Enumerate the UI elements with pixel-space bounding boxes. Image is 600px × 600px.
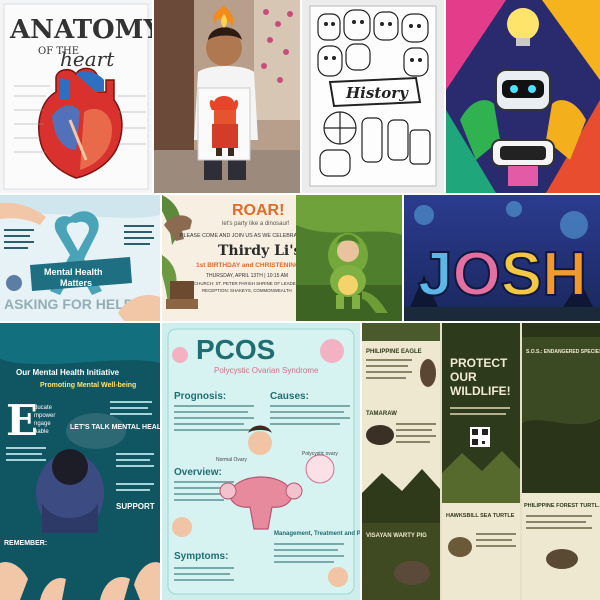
child-photo [154, 0, 300, 193]
mental-health-banner: Mental Health Matters ASKING FOR HELP IS… [0, 195, 160, 321]
tile-mental-health-initiative[interactable]: Our Mental Health Initiative Promoting M… [0, 323, 160, 600]
section-symptoms: Symptoms: [174, 551, 228, 562]
initiative-header: Our Mental Health Initiative [16, 368, 120, 377]
josh-letters: JOSH [418, 240, 587, 309]
josh-painting: JOSH JOSH [404, 195, 600, 321]
tile-anatomy-heart[interactable]: ANATOMY OF THE heart [0, 0, 152, 193]
child-name: Thirdy Li's [218, 243, 302, 259]
asking-help-text: ASKING FOR HELP IS OKAY! [4, 296, 160, 312]
tile-history-doodle[interactable]: History [302, 0, 444, 193]
ribbon-text-line2: Matters [60, 278, 92, 288]
label-polycystic-ovary: Polycystic ovary [302, 451, 338, 457]
panel3-title: S.O.S.: ENDANGERED SPECIES OF THE PHILIP… [526, 349, 600, 355]
tile-pcos-poster[interactable]: PCOS Polycystic Ovarian Syndrome Prognos… [162, 323, 360, 600]
panel1-subtitle: TAMARAW [366, 411, 397, 417]
invite-card: ROAR! let's party like a dinosaur! PLEAS… [162, 195, 402, 321]
please-line: PLEASE COME AND JOIN US AS WE CELEBRATE [180, 233, 304, 239]
history-doodle: History [302, 0, 444, 193]
tile-birthday-invite[interactable]: ROAR! let's party like a dinosaur! PLEAS… [162, 195, 402, 321]
tile-mental-health-banner[interactable]: Mental Health Matters ASKING FOR HELP IS… [0, 195, 160, 321]
roar-text: ROAR! [232, 202, 284, 219]
label-normal-ovary: Normal Ovary [216, 457, 247, 463]
e-word-3: ngage [34, 421, 51, 427]
date-line: THURSDAY, APRIL 13TH | 10:15 AM [206, 273, 288, 279]
e-word-1: ducate [34, 405, 53, 411]
panel1-bottom: VISAYAN WARTY PIG [366, 533, 427, 539]
title-anatomy: ANATOMY [9, 15, 152, 45]
ribbon-text-line1: Mental Health [44, 267, 103, 277]
section-prognosis: Prognosis: [174, 391, 226, 402]
panel3-bottom: PHILIPPINE FOREST TURTL... [524, 503, 600, 509]
tile-robot-vr[interactable] [446, 0, 600, 193]
remember-text: REMEMBER: [4, 540, 47, 547]
history-label: History [345, 84, 409, 102]
protect-line2: OUR [450, 370, 477, 384]
section-causes: Causes: [270, 391, 309, 402]
tile-wildlife-brochure[interactable]: PHILIPPINE EAGLE TAMARAW VISAYAN WARTY P… [362, 323, 600, 600]
title-heart: heart [60, 47, 115, 71]
big-letter-e: E [6, 396, 38, 445]
party-subtitle: let's party like a dinosaur! [222, 221, 290, 227]
support-text: SUPPORT [116, 502, 155, 511]
tile-child-drawing[interactable] [154, 0, 300, 193]
venue-line1: CHURCH: ST. PETER PARISH SHRINE OF LEADE… [194, 281, 302, 286]
robot-painting [446, 0, 600, 193]
section-management: Management, Treatment and Prevention [274, 531, 360, 537]
protect-line3: WILDLIFE! [450, 384, 511, 398]
e-word-4: nable [34, 429, 49, 435]
pcos-title: PCOS [196, 334, 275, 365]
section-overview: Overview: [174, 467, 222, 478]
venue-line2: RECEPTION: SHAKEYS, COMMONWEALTH [202, 288, 292, 293]
speech-text: LET'S TALK MENTAL HEALTH [70, 424, 160, 431]
event-line: 1st BIRTHDAY and CHRISTENING [196, 262, 300, 269]
e-word-2: mpower [34, 413, 55, 419]
initiative-sub: Promoting Mental Well-being [40, 382, 136, 389]
tile-josh-lettering[interactable]: JOSH JOSH [404, 195, 600, 321]
title-of-the: OF THE [38, 46, 79, 57]
initiative-poster: Our Mental Health Initiative Promoting M… [0, 323, 160, 600]
wildlife-brochure: PHILIPPINE EAGLE TAMARAW VISAYAN WARTY P… [362, 323, 600, 600]
pcos-subtitle: Polycystic Ovarian Syndrome [214, 366, 319, 375]
panel1-title: PHILIPPINE EAGLE [366, 349, 422, 355]
pcos-poster: PCOS Polycystic Ovarian Syndrome Prognos… [162, 323, 360, 600]
protect-line1: PROTECT [450, 356, 508, 370]
panel2-bottom: HAWKSBILL SEA TURTLE [446, 513, 515, 519]
heart-drawing: ANATOMY OF THE heart [3, 3, 152, 190]
